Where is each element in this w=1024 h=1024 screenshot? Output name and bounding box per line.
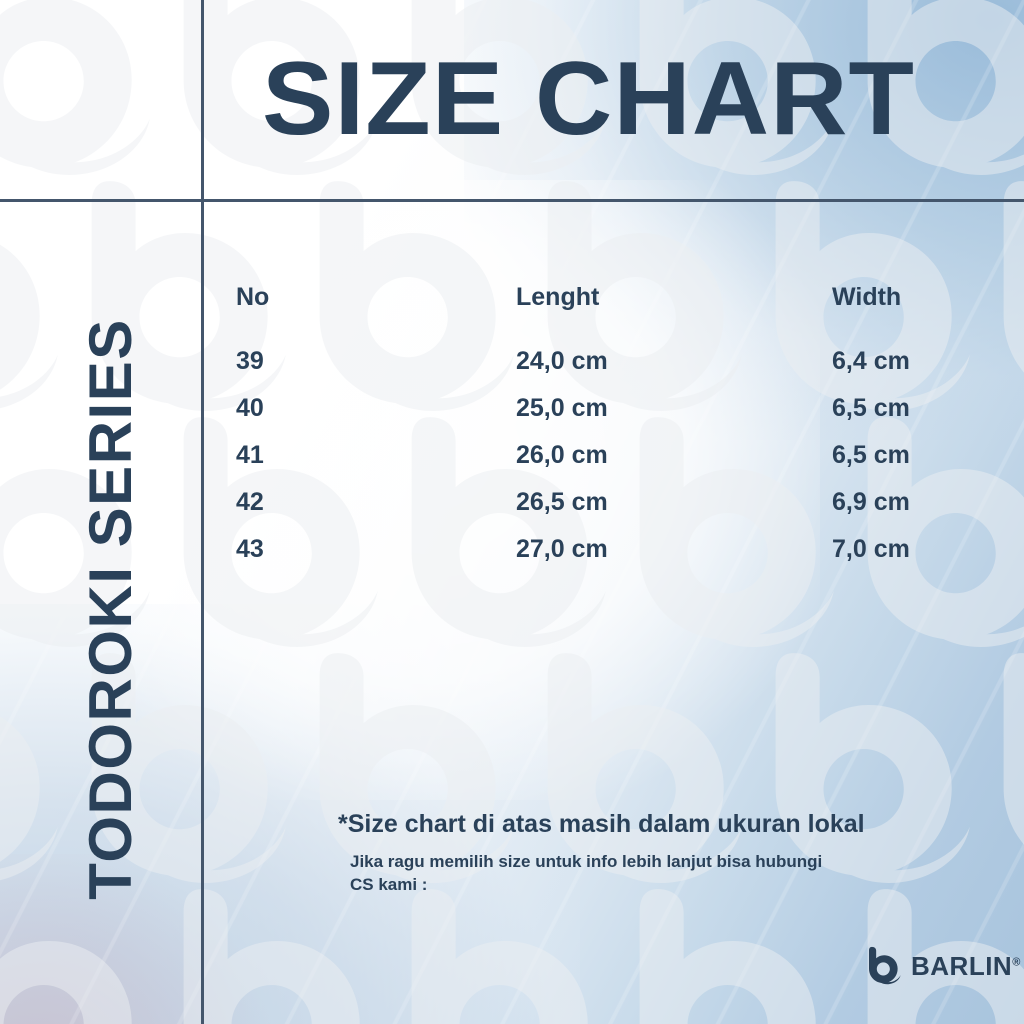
watermark-b-icon bbox=[0, 0, 158, 186]
watermark-b-icon bbox=[0, 648, 66, 894]
cell-width: 6,5 cm bbox=[832, 441, 910, 469]
cell-length: 24,0 cm bbox=[516, 347, 608, 375]
watermark-b-icon bbox=[998, 648, 1024, 894]
cell-width: 7,0 cm bbox=[832, 535, 910, 563]
watermark-b-icon bbox=[634, 884, 842, 1024]
watermark-b-icon bbox=[406, 884, 614, 1024]
cell-length: 27,0 cm bbox=[516, 535, 608, 563]
cell-length: 26,5 cm bbox=[516, 488, 608, 516]
table-header-row: No Lenght Width bbox=[236, 283, 976, 347]
cell-length: 26,0 cm bbox=[516, 441, 608, 469]
size-table: No Lenght Width 39 24,0 cm 6,4 cm 40 25,… bbox=[236, 283, 976, 582]
table-row: 40 25,0 cm 6,5 cm bbox=[236, 394, 976, 441]
column-header-length: Lenght bbox=[516, 283, 600, 311]
table-row: 42 26,5 cm 6,9 cm bbox=[236, 488, 976, 535]
cell-no: 40 bbox=[236, 394, 264, 422]
cell-width: 6,9 cm bbox=[832, 488, 910, 516]
barlin-b-mark-icon bbox=[869, 946, 901, 985]
watermark-b-icon bbox=[178, 884, 386, 1024]
brand-wordmark: BARLIN® bbox=[911, 951, 1021, 982]
vertical-divider bbox=[201, 0, 204, 1024]
cell-width: 6,4 cm bbox=[832, 347, 910, 375]
cell-no: 42 bbox=[236, 488, 264, 516]
table-row: 41 26,0 cm 6,5 cm bbox=[236, 441, 976, 488]
watermark-b-icon bbox=[0, 176, 66, 422]
table-row: 43 27,0 cm 7,0 cm bbox=[236, 535, 976, 582]
cell-no: 43 bbox=[236, 535, 264, 563]
cell-length: 25,0 cm bbox=[516, 394, 608, 422]
column-header-width: Width bbox=[832, 283, 902, 311]
series-label-wrapper: TODOROKI SERIES bbox=[70, 300, 144, 920]
column-header-no: No bbox=[236, 283, 270, 311]
page-title: SIZE CHART bbox=[262, 41, 916, 157]
note-local-size: *Size chart di atas masih dalam ukuran l… bbox=[338, 810, 865, 838]
cell-no: 41 bbox=[236, 441, 264, 469]
brand-name: BARLIN bbox=[911, 950, 1013, 981]
cell-width: 6,5 cm bbox=[832, 394, 910, 422]
cell-no: 39 bbox=[236, 347, 264, 375]
registered-mark: ® bbox=[1012, 955, 1021, 968]
watermark-b-icon bbox=[998, 176, 1024, 422]
brand-logo: BARLIN® bbox=[868, 946, 1021, 986]
horizontal-divider bbox=[0, 199, 1024, 202]
table-row: 39 24,0 cm 6,4 cm bbox=[236, 347, 976, 394]
note-contact-cs: Jika ragu memilih size untuk info lebih … bbox=[350, 852, 823, 894]
series-label: TODOROKI SERIES bbox=[77, 318, 144, 900]
